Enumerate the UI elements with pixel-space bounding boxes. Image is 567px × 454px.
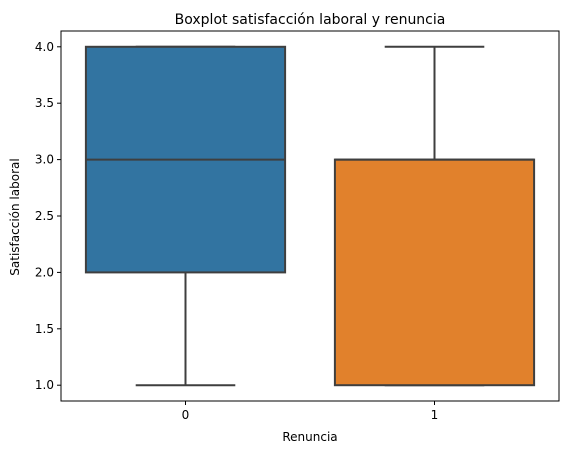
y-tick-label: 1.0 (35, 378, 54, 392)
x-tick-label: 1 (431, 408, 439, 422)
y-tick-label: 3.0 (35, 153, 54, 167)
box-category-1 (333, 158, 536, 387)
x-tick-label: 0 (182, 408, 190, 422)
y-axis-label: Satisfacción laboral (8, 158, 22, 275)
y-tick-label: 1.5 (35, 322, 54, 336)
x-axis-label: Renuncia (282, 430, 337, 444)
y-tick-label: 4.0 (35, 40, 54, 54)
plot-area: 1.0 1.5 2.0 2.5 3.0 3.5 4.0 0 1 (35, 30, 560, 422)
y-tick-label: 2.0 (35, 265, 54, 279)
chart-title: Boxplot satisfacción laboral y renuncia (175, 12, 446, 28)
y-tick-label: 3.5 (35, 96, 54, 110)
y-tick-label: 2.5 (35, 209, 54, 223)
